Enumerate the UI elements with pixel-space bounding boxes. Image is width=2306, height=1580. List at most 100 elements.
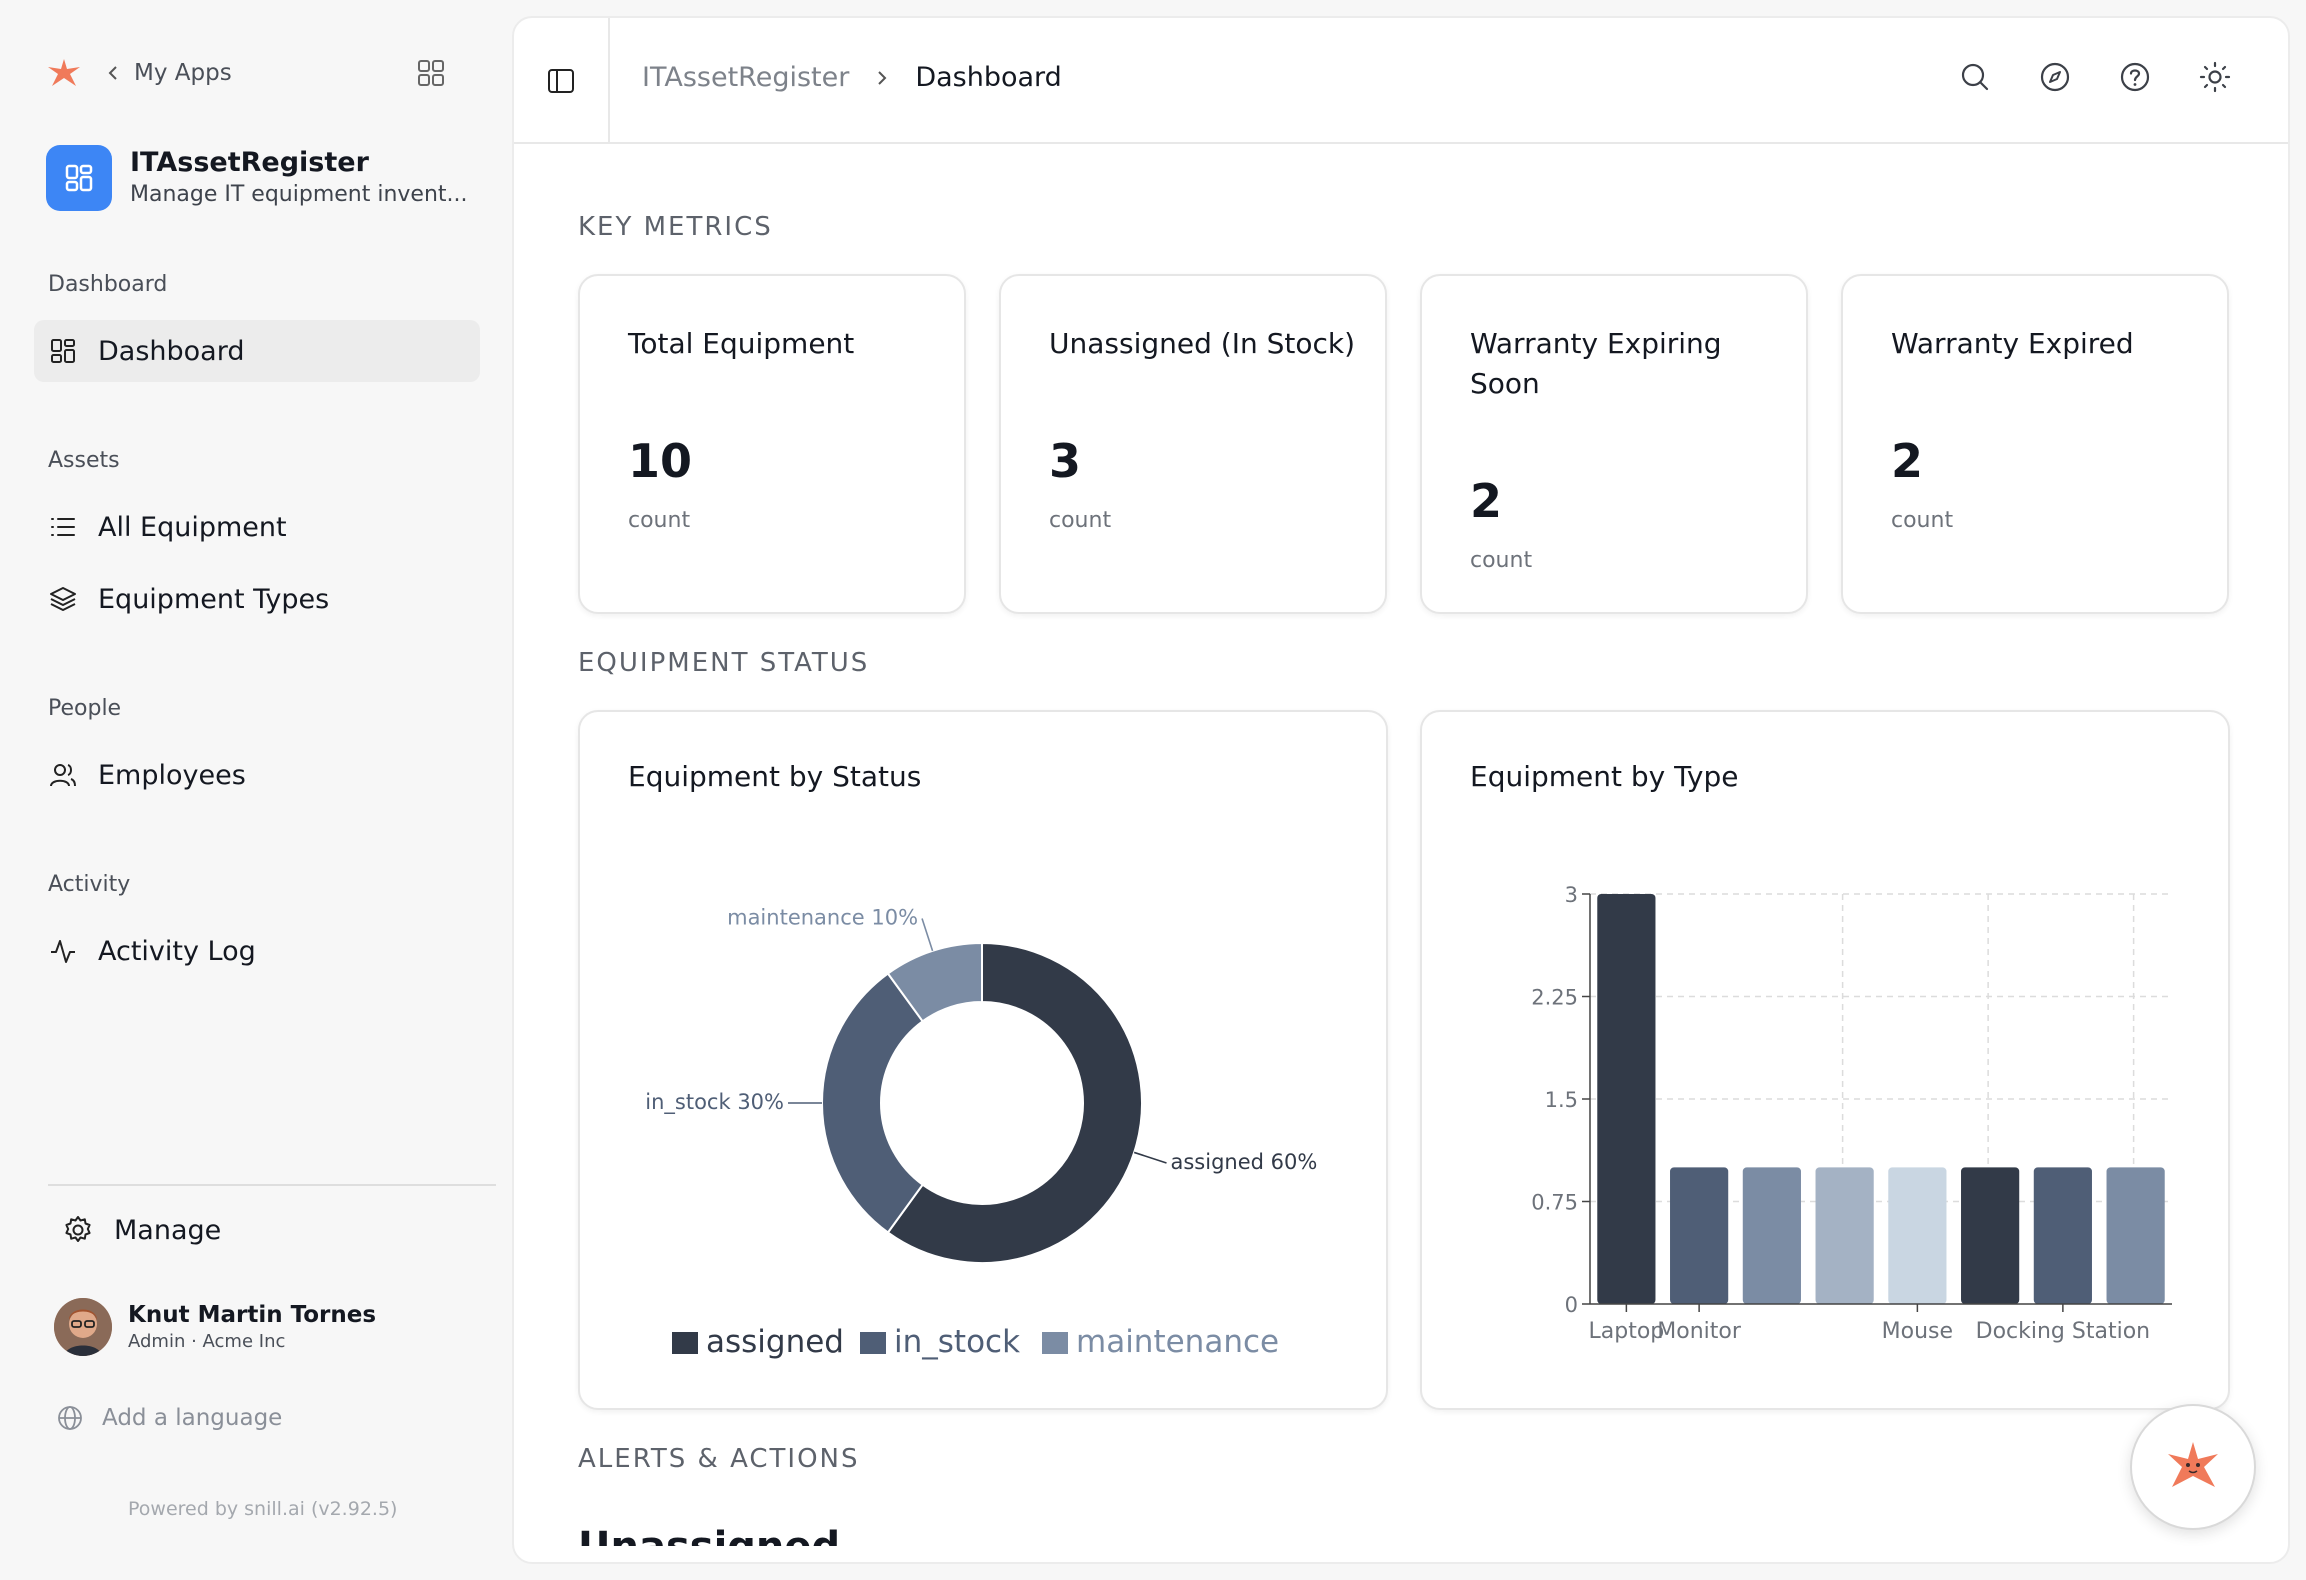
app-name: ITAssetRegister bbox=[130, 147, 369, 178]
search-icon[interactable] bbox=[1958, 60, 1992, 94]
sidebar-item-label: Employees bbox=[98, 759, 246, 791]
sidebar-item-label: Equipment Types bbox=[98, 583, 330, 615]
donut-slice-in_stock[interactable] bbox=[821, 972, 925, 1234]
assistant-fab-button[interactable] bbox=[2130, 1404, 2256, 1530]
bar-keyboard[interactable] bbox=[1742, 1167, 1801, 1304]
metric-card-total-equipment[interactable]: Total Equipment 10 count bbox=[578, 274, 966, 614]
slice-leader-line bbox=[1133, 1151, 1167, 1164]
metric-card-unassigned[interactable]: Unassigned (In Stock) 3 count bbox=[999, 274, 1387, 614]
gear-icon bbox=[65, 1216, 91, 1242]
chart-title: Equipment by Type bbox=[1470, 760, 1739, 793]
equipment-status-heading: EQUIPMENT STATUS bbox=[578, 648, 870, 678]
powered-by-text: Powered by snill.ai (v2.92.5) bbox=[128, 1498, 398, 1520]
nav-section-activity: Activity bbox=[48, 872, 131, 897]
add-language-button[interactable]: Add a language bbox=[56, 1404, 282, 1432]
user-profile[interactable]: Knut Martin Tornes Admin · Acme Inc bbox=[54, 1298, 376, 1356]
app-card[interactable]: ITAssetRegister Manage IT equipment inve… bbox=[46, 142, 466, 214]
apps-grid-icon[interactable] bbox=[414, 56, 448, 90]
metric-title: Total Equipment bbox=[628, 327, 855, 360]
y-tick-label: 3 bbox=[1565, 883, 1578, 907]
bar-headset[interactable] bbox=[1815, 1167, 1874, 1304]
legend-label-in_stock[interactable]: in_stock bbox=[894, 1324, 1020, 1360]
main-panel: ITAssetRegister Dashboard KEY METRICS To… bbox=[512, 16, 2290, 1564]
metric-title: Warranty Expiring Soon bbox=[1470, 327, 1722, 400]
sidebar-item-label: Dashboard bbox=[98, 335, 245, 367]
type-chart-card: Equipment by Type 0 0.75 1.5 2.25 3 Laptop Mon… bbox=[1420, 710, 2230, 1410]
nav-section-people: People bbox=[48, 696, 122, 721]
user-name: Knut Martin Tornes bbox=[128, 1302, 377, 1328]
app-description: Manage IT equipment invent... bbox=[130, 182, 466, 207]
sidebar: My Apps ITAssetRegister Manage IT equipm… bbox=[0, 0, 500, 1580]
breadcrumb: ITAssetRegister Dashboard bbox=[642, 62, 1062, 93]
metric-card-warranty-expired[interactable]: Warranty Expired 2 count bbox=[1841, 274, 2229, 614]
donut-slice-assigned[interactable] bbox=[886, 941, 1143, 1264]
manage-button[interactable]: Manage bbox=[62, 1214, 221, 1246]
y-tick-label: 1.5 bbox=[1545, 1088, 1578, 1112]
legend-swatch-in_stock bbox=[860, 1332, 886, 1354]
sidebar-item-label: Activity Log bbox=[98, 935, 256, 967]
compass-icon[interactable] bbox=[2038, 60, 2072, 94]
bar-mouse[interactable] bbox=[1888, 1167, 1947, 1304]
metric-unit: count bbox=[1470, 548, 1533, 573]
status-chart-card: Equipment by Status assigned 60% in_stock… bbox=[578, 710, 1388, 1410]
sidebar-item-employees[interactable]: Employees bbox=[34, 744, 480, 806]
key-metrics-heading: KEY METRICS bbox=[578, 212, 773, 242]
header-actions bbox=[1912, 60, 2232, 94]
breadcrumb-current: Dashboard bbox=[915, 62, 1062, 93]
bar-printer[interactable] bbox=[2106, 1167, 2165, 1304]
sidebar-top-row: My Apps bbox=[44, 52, 454, 94]
metric-unit: count bbox=[1891, 508, 1954, 533]
add-language-label: Add a language bbox=[102, 1405, 283, 1431]
help-icon[interactable] bbox=[2118, 60, 2152, 94]
my-apps-link[interactable]: My Apps bbox=[134, 60, 232, 86]
top-header: ITAssetRegister Dashboard bbox=[514, 18, 2288, 144]
metric-card-warranty-expiring[interactable]: Warranty Expiring Soon 2 count bbox=[1420, 274, 1808, 614]
sidebar-toggle-button[interactable] bbox=[514, 18, 610, 144]
slice-label: in_stock 30% bbox=[645, 1090, 784, 1115]
donut-slice-maintenance[interactable] bbox=[886, 941, 983, 1023]
assistant-mascot-icon bbox=[2168, 1442, 2218, 1487]
x-tick-label: Monitor bbox=[1657, 1319, 1742, 1344]
x-tick-label: Mouse bbox=[1882, 1319, 1953, 1344]
globe-icon bbox=[58, 1406, 82, 1430]
avatar bbox=[54, 1298, 112, 1356]
users-icon bbox=[50, 764, 76, 787]
sidebar-item-dashboard[interactable]: Dashboard bbox=[34, 320, 480, 382]
app-dashboard-icon bbox=[46, 145, 112, 211]
donut-chart: assigned 60% in_stock 30% maintenance 10% a… bbox=[645, 905, 1317, 1360]
metric-title: Unassigned (In Stock) bbox=[1049, 327, 1356, 360]
sidebar-divider bbox=[48, 1184, 496, 1186]
bar-laptop[interactable] bbox=[1597, 894, 1656, 1304]
legend-label-maintenance[interactable]: maintenance bbox=[1076, 1324, 1279, 1360]
bar-docking-station[interactable] bbox=[2033, 1167, 2092, 1304]
y-tick-label: 0 bbox=[1565, 1293, 1578, 1317]
breadcrumb-app-link[interactable]: ITAssetRegister bbox=[642, 62, 850, 93]
list-icon bbox=[51, 518, 75, 536]
metric-value: 2 bbox=[1470, 474, 1503, 528]
chevron-left-icon[interactable] bbox=[102, 62, 124, 84]
x-tick-label: Laptop bbox=[1588, 1319, 1664, 1344]
sidebar-item-activity-log[interactable]: Activity Log bbox=[34, 920, 480, 982]
sidebar-toggle-icon bbox=[548, 69, 574, 93]
chart-title: Equipment by Status bbox=[628, 760, 922, 793]
sidebar-item-all-equipment[interactable]: All Equipment bbox=[34, 496, 480, 558]
slice-label: maintenance 10% bbox=[727, 905, 918, 929]
slice-leader-line bbox=[921, 918, 934, 952]
legend-label-assigned[interactable]: assigned bbox=[706, 1324, 844, 1360]
sun-icon[interactable] bbox=[2198, 60, 2232, 94]
y-tick-label: 2.25 bbox=[1531, 986, 1578, 1010]
chevron-right-icon bbox=[878, 70, 887, 85]
metric-value: 3 bbox=[1049, 434, 1082, 488]
activity-icon bbox=[51, 940, 75, 963]
y-tick-label: 0.75 bbox=[1531, 1191, 1578, 1215]
sidebar-item-equipment-types[interactable]: Equipment Types bbox=[34, 568, 480, 630]
user-role: Admin · Acme Inc bbox=[128, 1331, 286, 1352]
metric-unit: count bbox=[628, 508, 691, 533]
nav-section-dashboard: Dashboard bbox=[48, 272, 168, 297]
alerts-actions-heading: ALERTS & ACTIONS bbox=[578, 1444, 860, 1474]
nav-section-assets: Assets bbox=[48, 448, 120, 473]
snill-logo-icon[interactable] bbox=[44, 53, 84, 93]
bar-webcam[interactable] bbox=[1961, 1167, 2020, 1304]
bar-monitor[interactable] bbox=[1670, 1167, 1729, 1304]
